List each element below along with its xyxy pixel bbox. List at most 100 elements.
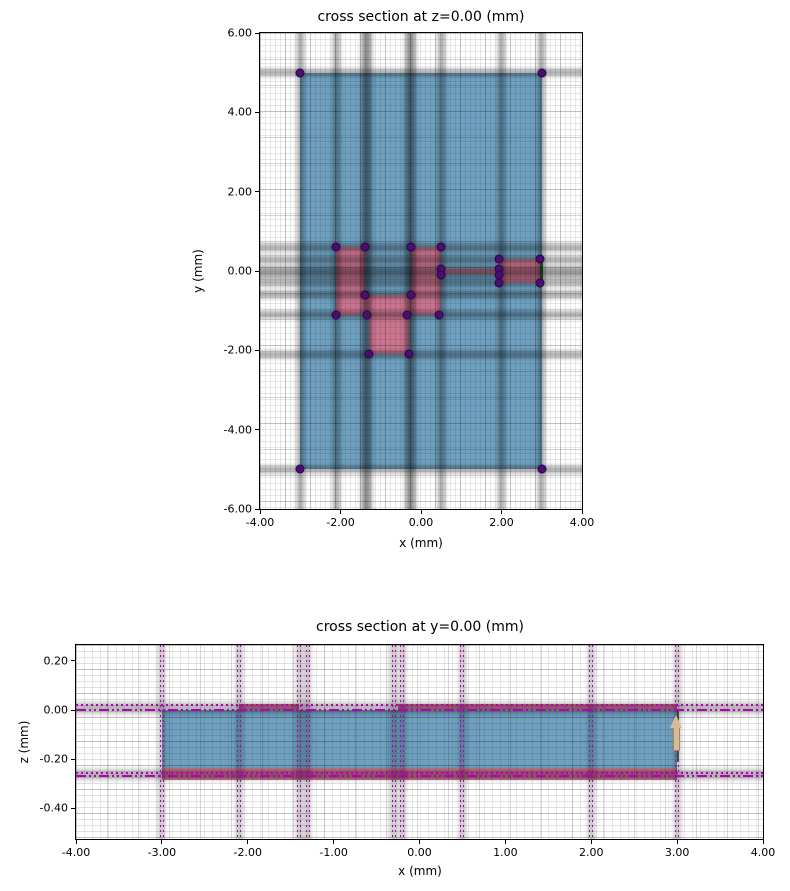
mesh-band-horizontal bbox=[260, 271, 582, 279]
y-axis-tick bbox=[255, 270, 259, 272]
mesh-band-horizontal bbox=[76, 706, 763, 714]
metal-edge-dotted-line-vertical bbox=[159, 645, 161, 839]
x-axis-tick bbox=[340, 510, 341, 514]
y-axis-tick bbox=[255, 191, 259, 193]
bottom-plot-area bbox=[75, 644, 764, 840]
x-axis-tick-label: 4.00 bbox=[569, 516, 595, 529]
excitation-arrow bbox=[670, 714, 683, 751]
mesh-node-dot bbox=[331, 310, 341, 320]
mesh-band-horizontal bbox=[260, 350, 582, 358]
mesh-band-vertical bbox=[361, 33, 369, 509]
metal-edge-dotted-line-vertical bbox=[237, 645, 239, 839]
mesh-grid-overlay bbox=[260, 33, 582, 509]
mesh-band-horizontal bbox=[76, 769, 763, 777]
y-axis-tick-label: 2.00 bbox=[227, 185, 253, 199]
y-axis-tick-label: -2.00 bbox=[223, 343, 252, 357]
mesh-node-dot bbox=[360, 242, 370, 252]
mesh-node-dot bbox=[360, 290, 370, 300]
mesh-band-horizontal bbox=[260, 243, 582, 251]
x-axis-tick-label: -4.00 bbox=[61, 846, 91, 859]
metal-strip-left bbox=[336, 247, 365, 315]
mesh-node-dot bbox=[434, 310, 444, 320]
mesh-band-horizontal bbox=[260, 69, 582, 77]
mesh-band-horizontal bbox=[76, 701, 763, 709]
metal-edge-dotted-line-vertical bbox=[400, 645, 402, 839]
port-line bbox=[676, 708, 679, 762]
x-axis-tick bbox=[762, 840, 764, 844]
metal-ground-plane bbox=[161, 767, 678, 781]
metal-top-seg-right bbox=[398, 703, 678, 711]
mesh-node-dot bbox=[402, 310, 412, 320]
metal-edge-dotted-line-vertical bbox=[162, 645, 164, 839]
x-axis-tick bbox=[333, 840, 335, 844]
x-axis-tick bbox=[676, 840, 678, 844]
mesh-node-dot bbox=[362, 310, 372, 320]
substrate-rect bbox=[161, 710, 678, 773]
metal-edge-dotted-line-horizontal bbox=[76, 704, 763, 707]
mesh-band-vertical bbox=[458, 645, 466, 839]
metal-edge-dotted-line-vertical bbox=[297, 645, 299, 839]
metal-top-seg-left bbox=[239, 703, 300, 711]
mesh-band-horizontal bbox=[76, 772, 763, 780]
metal-edge-dotted-line-vertical bbox=[463, 645, 465, 839]
metal-feed-patch bbox=[499, 259, 540, 283]
y-axis-tick-label: 0.20 bbox=[43, 654, 69, 668]
mesh-node-dot bbox=[295, 464, 305, 474]
mesh-band-vertical bbox=[538, 33, 546, 509]
x-axis-tick bbox=[161, 840, 163, 844]
y-axis-tick bbox=[255, 349, 259, 351]
metal-edge-dotted-line-horizontal bbox=[76, 771, 763, 774]
top-plot-y-axis-label: y (mm) bbox=[191, 249, 205, 293]
x-axis-tick-label: 4.00 bbox=[750, 846, 776, 859]
bottom-plot-y-axis-label: z (mm) bbox=[17, 720, 31, 764]
mesh-band-vertical bbox=[409, 33, 417, 509]
x-axis-tick-label: 2.00 bbox=[579, 846, 604, 859]
mesh-band-vertical bbox=[158, 645, 166, 839]
mesh-band-vertical bbox=[587, 645, 595, 839]
metal-edge-dotted-line-vertical bbox=[308, 645, 310, 839]
x-axis-tick bbox=[247, 840, 249, 844]
x-axis-tick-label: -4.00 bbox=[245, 516, 275, 529]
mesh-band-vertical bbox=[296, 33, 304, 509]
x-axis-tick-label: 1.00 bbox=[493, 846, 518, 859]
mesh-node-dot bbox=[494, 278, 504, 288]
x-axis-tick bbox=[501, 510, 502, 514]
excitation-arrow-head bbox=[670, 714, 683, 728]
metal-edge-dotted-line-vertical bbox=[300, 645, 302, 839]
metal-edge-dotted-line-vertical bbox=[460, 645, 462, 839]
x-axis-tick bbox=[259, 510, 261, 514]
y-axis-tick bbox=[255, 111, 259, 113]
top-plot-title: cross section at z=0.00 (mm) bbox=[317, 9, 525, 25]
y-axis-tick bbox=[71, 807, 75, 809]
mesh-band-horizontal bbox=[260, 311, 582, 319]
metal-edge-dotted-line-vertical bbox=[592, 645, 594, 839]
mesh-node-dot bbox=[331, 242, 341, 252]
metal-feed-line bbox=[441, 269, 500, 274]
metal-edge-dotted-line-vertical bbox=[305, 645, 307, 839]
x-axis-tick bbox=[504, 840, 506, 844]
x-axis-tick-label: 0.00 bbox=[408, 516, 434, 529]
mesh-band-vertical bbox=[498, 33, 505, 509]
mesh-node-dot bbox=[436, 242, 446, 252]
mesh-band-vertical bbox=[235, 645, 243, 839]
metal-stub bbox=[368, 314, 409, 355]
excitation-arrow-stem bbox=[672, 727, 680, 751]
y-axis-tick bbox=[71, 709, 75, 711]
mesh-node-dot bbox=[436, 264, 446, 274]
mesh-node-dot bbox=[537, 464, 547, 474]
y-axis-tick bbox=[255, 508, 259, 510]
mesh-node-dot bbox=[535, 278, 545, 288]
top-plot-area bbox=[259, 32, 583, 510]
mesh-node-dot bbox=[535, 254, 545, 264]
y-axis-tick-label: 0.00 bbox=[227, 264, 253, 278]
y-axis-tick-label: -4.00 bbox=[223, 423, 252, 437]
bottom-plot-title: cross section at y=0.00 (mm) bbox=[316, 619, 524, 635]
x-axis-tick bbox=[419, 840, 420, 844]
x-axis-tick-label: -2.00 bbox=[233, 846, 262, 859]
mesh-node-dot bbox=[364, 349, 374, 359]
x-axis-tick bbox=[420, 510, 422, 514]
mesh-band-horizontal bbox=[260, 465, 582, 473]
metal-edge-dotted-line-vertical bbox=[394, 645, 396, 839]
